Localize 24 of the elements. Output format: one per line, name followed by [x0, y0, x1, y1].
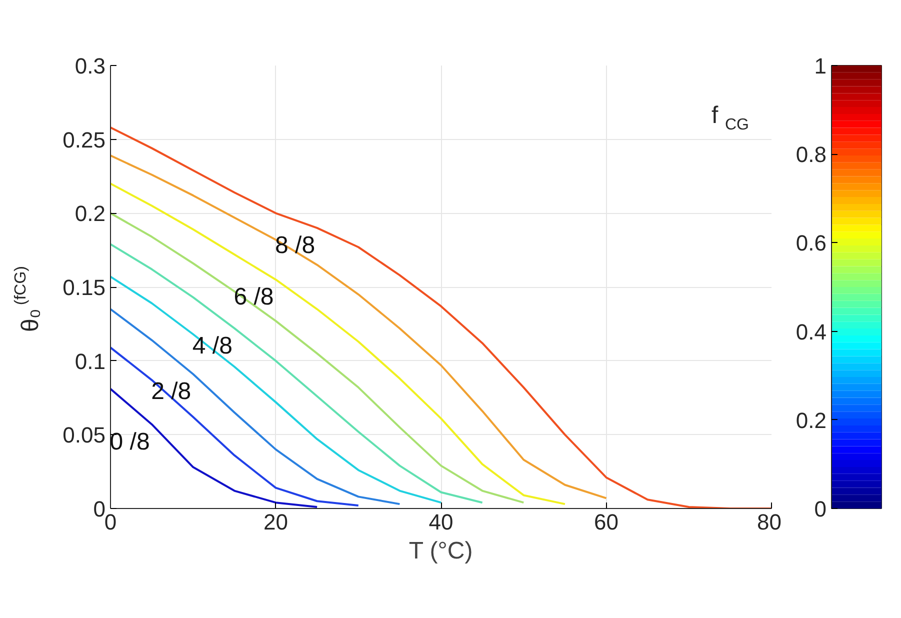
color-bar-label: 0.6	[796, 230, 827, 256]
y-tick-label: 0.2	[74, 201, 106, 226]
line-series	[110, 212, 525, 504]
x-tick-label: 60	[594, 510, 618, 534]
line-series	[110, 154, 608, 500]
color-bar-label: 0.2	[796, 408, 827, 433]
x-tick-label: 80	[757, 510, 782, 534]
y-tick-label: 0.1	[74, 348, 106, 374]
series-label: 4 /8	[192, 332, 232, 360]
line-series	[110, 182, 566, 506]
color-bar-label: 0.4	[796, 319, 827, 344]
y-tick-label: 0.25	[62, 127, 106, 152]
x-tick-label: 20	[264, 510, 288, 534]
y-tick-label: 0.3	[74, 54, 106, 78]
line-series	[110, 276, 442, 504]
series-label: 2 /8	[151, 378, 192, 406]
color-bar-label: 1	[814, 54, 827, 78]
y-tick-label: 0.05	[62, 422, 106, 448]
x-axis-title: T (°C)	[408, 538, 473, 564]
x-tick-label: 40	[428, 510, 454, 534]
color-bar-label: 0.8	[796, 142, 827, 168]
line-series	[110, 308, 401, 506]
y-tick-label: 0.15	[62, 275, 106, 300]
y-axis-title: θ₀(fCG)	[12, 266, 44, 332]
